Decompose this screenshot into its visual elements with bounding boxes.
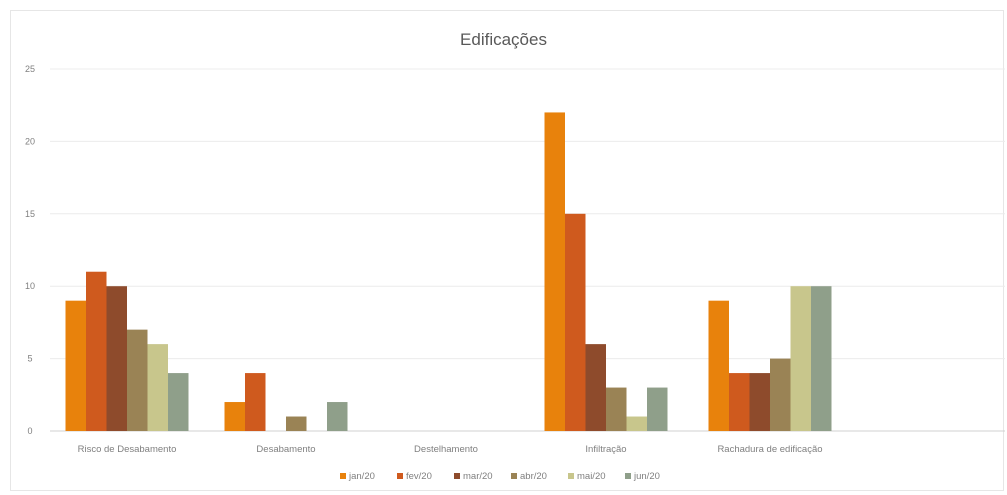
legend-swatch [511, 473, 517, 479]
bar [286, 416, 307, 431]
bar [790, 286, 811, 431]
legend-swatch [568, 473, 574, 479]
x-category-label: Desabamento [256, 444, 315, 455]
legend-label: mar/20 [463, 471, 493, 482]
bar [86, 271, 107, 431]
bar [168, 373, 189, 431]
legend: jan/20 fev/20 mar/20 abr/20 mai/20 jun/20 [340, 471, 660, 482]
gridlines [50, 68, 1005, 432]
legend-swatch [340, 473, 346, 479]
legend-swatch [625, 473, 631, 479]
bar [708, 300, 729, 431]
legend-label: abr/20 [520, 471, 547, 482]
bar [245, 373, 266, 431]
y-tick-label: 25 [25, 64, 35, 74]
chart-title: Edificações [460, 30, 547, 49]
y-axis-ticks: 0 5 10 15 20 25 [25, 64, 35, 436]
x-category-label: Infiltração [585, 444, 626, 455]
x-category-label: Rachadura de edificação [717, 444, 822, 455]
bar [606, 387, 627, 431]
bar [127, 329, 148, 431]
bar [106, 286, 127, 431]
x-category-label: Risco de Desabamento [78, 444, 177, 455]
bar [585, 344, 606, 431]
bar [544, 112, 565, 431]
legend-swatch [454, 473, 460, 479]
bar [65, 300, 86, 431]
y-tick-label: 0 [27, 426, 32, 436]
legend-label: jan/20 [348, 471, 375, 482]
bar [770, 358, 791, 431]
legend-label: mai/20 [577, 471, 606, 482]
y-tick-label: 20 [25, 136, 35, 146]
y-tick-label: 10 [25, 281, 35, 291]
bar [729, 373, 750, 431]
legend-label: jun/20 [633, 471, 660, 482]
bars [65, 112, 832, 431]
x-axis-categories: Risco de Desabamento Desabamento Destelham… [78, 444, 823, 455]
bar [327, 402, 348, 431]
bar [565, 213, 586, 431]
y-tick-label: 15 [25, 209, 35, 219]
bar [749, 373, 770, 431]
y-tick-label: 5 [27, 354, 32, 364]
x-category-label: Destelhamento [414, 444, 478, 455]
bar [811, 286, 832, 431]
bar [626, 416, 647, 431]
legend-label: fev/20 [406, 471, 432, 482]
legend-swatch [397, 473, 403, 479]
bar [224, 402, 245, 431]
bar [647, 387, 668, 431]
bar [147, 344, 168, 431]
